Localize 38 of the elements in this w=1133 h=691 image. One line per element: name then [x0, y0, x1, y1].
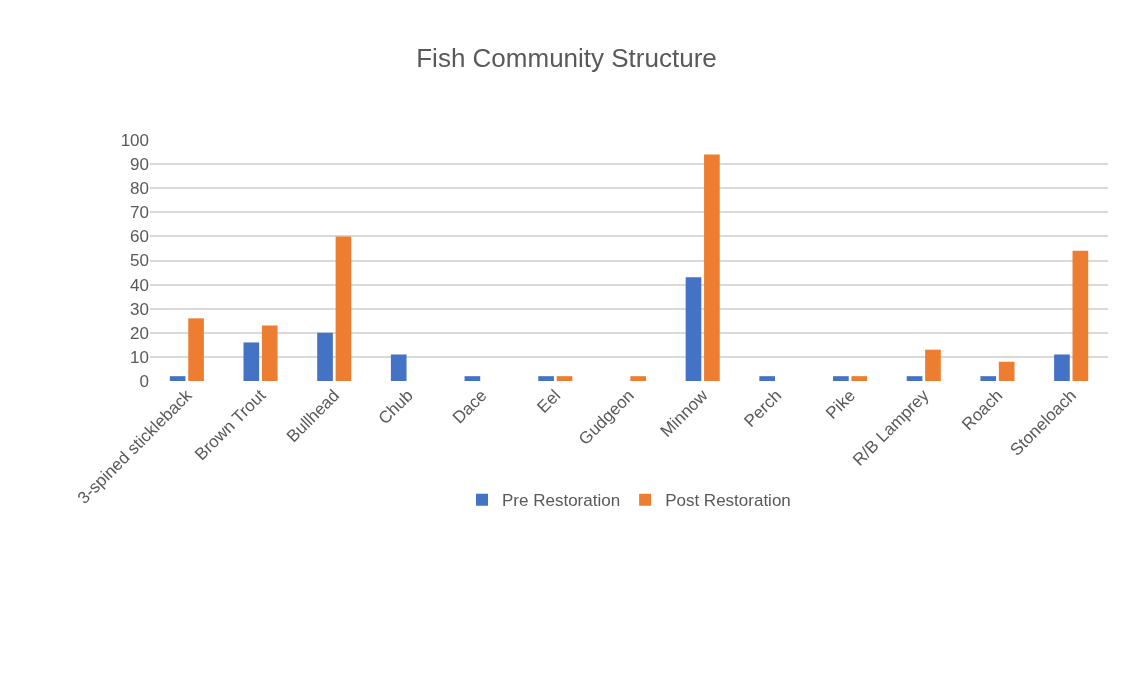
bar [759, 376, 775, 381]
bar [704, 154, 720, 381]
bar [390, 354, 407, 381]
bar [980, 376, 997, 381]
bar [317, 332, 333, 381]
bar [335, 236, 352, 381]
bar [998, 361, 1015, 381]
bar [464, 376, 481, 381]
chart-title: Fish Community Structure [416, 42, 717, 73]
y-tick-label: 60 [130, 227, 149, 247]
bar [906, 376, 923, 381]
y-tick-label: 50 [130, 251, 149, 271]
y-tick-label: 80 [130, 179, 149, 199]
bar [1054, 354, 1070, 381]
bar [188, 318, 204, 381]
bar [685, 277, 702, 381]
y-tick-label: 40 [130, 275, 149, 295]
y-tick-label: 90 [130, 155, 149, 175]
bar [630, 376, 647, 381]
bar [243, 342, 260, 381]
bar [925, 349, 941, 381]
bar [1072, 250, 1089, 381]
legend-label: Post Restoration [665, 491, 791, 511]
legend-label: Pre Restoration [502, 491, 621, 511]
bar [538, 376, 554, 381]
y-tick-label: 0 [139, 371, 149, 391]
y-tick-label: 20 [130, 323, 149, 343]
x-tick-label: Pike [822, 385, 859, 423]
y-tick-label: 30 [130, 299, 149, 319]
bar [556, 376, 573, 381]
y-tick-label: 10 [130, 347, 149, 367]
bar [169, 376, 186, 381]
y-tick-label: 70 [130, 203, 149, 223]
bar [851, 376, 868, 381]
bar [261, 325, 278, 381]
bar [833, 376, 849, 381]
x-tick-label: Eel [533, 385, 565, 417]
y-tick-label: 100 [120, 130, 149, 150]
